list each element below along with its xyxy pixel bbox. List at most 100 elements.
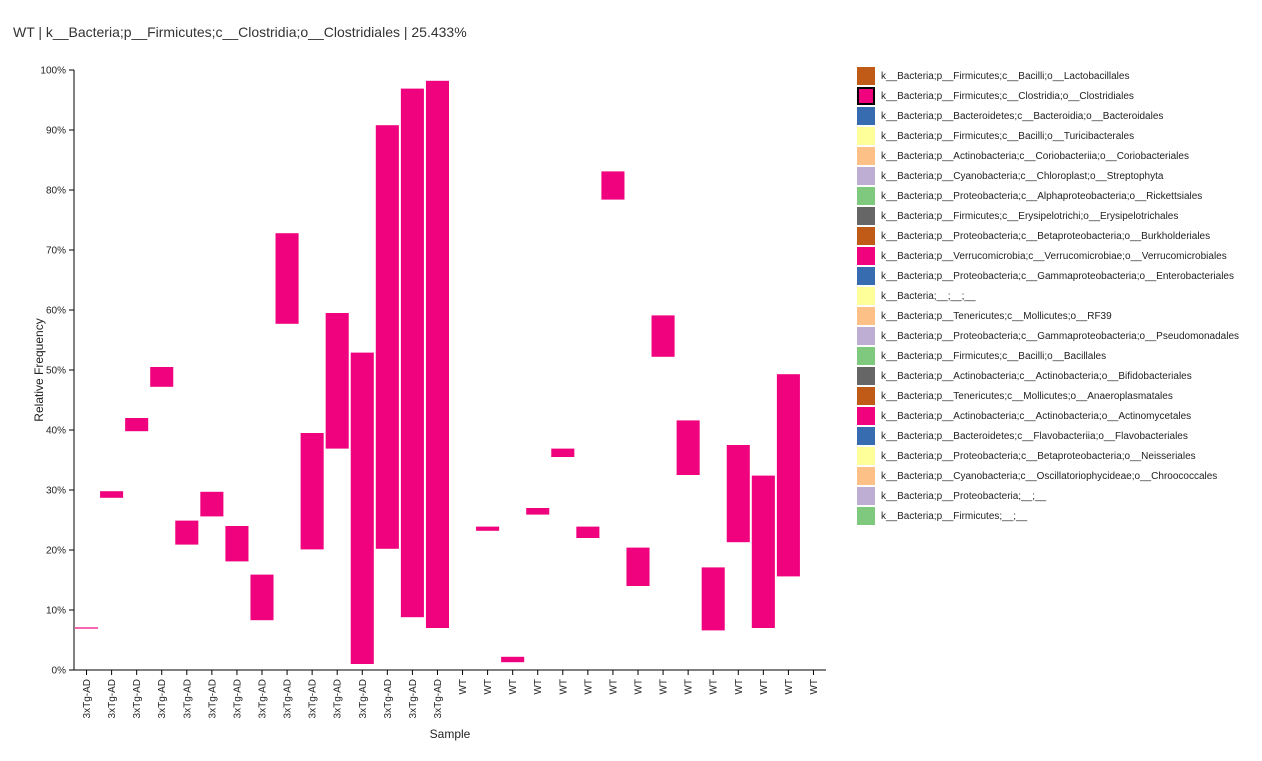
legend-label: k__Bacteria;p__Firmicutes;c__Erysipelotr… xyxy=(881,211,1179,222)
legend-swatch[interactable] xyxy=(857,227,875,245)
y-tick-label: 50% xyxy=(46,366,66,377)
legend-swatch[interactable] xyxy=(857,267,875,285)
bar-segment[interactable] xyxy=(175,520,199,545)
bar-segment[interactable] xyxy=(601,171,625,200)
x-tick-label: WT xyxy=(583,679,594,695)
bar-segment[interactable] xyxy=(651,315,675,357)
legend-swatch[interactable] xyxy=(857,167,875,185)
legend-label: k__Bacteria;p__Firmicutes;c__Bacilli;o__… xyxy=(881,71,1130,82)
x-tick-label: WT xyxy=(659,679,670,695)
bar-segment[interactable] xyxy=(626,547,650,586)
legend-label: k__Bacteria;p__Bacteroidetes;c__Bacteroi… xyxy=(881,111,1164,122)
x-tick-label: WT xyxy=(784,679,795,695)
legend-swatch[interactable] xyxy=(857,87,875,105)
bar-segment[interactable] xyxy=(100,491,124,498)
legend-label: k__Bacteria;p__Verrucomicrobia;c__Verruc… xyxy=(881,251,1227,262)
legend-swatch[interactable] xyxy=(857,207,875,225)
x-tick-label: WT xyxy=(684,679,695,695)
y-tick-label: 40% xyxy=(46,426,66,437)
bar-segment[interactable] xyxy=(275,233,299,324)
x-tick-label: WT xyxy=(809,679,820,695)
bar-segment[interactable] xyxy=(150,367,174,387)
legend-label: k__Bacteria;p__Proteobacteria;c__Betapro… xyxy=(881,231,1211,242)
bar-segment[interactable] xyxy=(225,526,249,562)
x-tick-label: WT xyxy=(508,679,519,695)
bar-segment[interactable] xyxy=(250,574,274,621)
legend-swatch[interactable] xyxy=(857,287,875,305)
bar-segment[interactable] xyxy=(726,445,750,543)
legend-label: k__Bacteria;p__Proteobacteria;c__Gammapr… xyxy=(881,331,1240,342)
legend-swatch[interactable] xyxy=(857,487,875,505)
bar-segment[interactable] xyxy=(776,374,800,577)
legend-swatch[interactable] xyxy=(857,327,875,345)
x-tick-label: WT xyxy=(483,679,494,695)
legend-label: k__Bacteria;p__Proteobacteria;c__Betapro… xyxy=(881,451,1196,462)
x-tick-label: 3xTg-AD xyxy=(408,679,419,718)
bar-segment[interactable] xyxy=(676,420,700,475)
legend-label: k__Bacteria;p__Firmicutes;c__Bacilli;o__… xyxy=(881,351,1107,362)
legend-swatch[interactable] xyxy=(857,247,875,265)
bar-segment[interactable] xyxy=(350,352,374,664)
legend-swatch[interactable] xyxy=(857,67,875,85)
legend-label: k__Bacteria;p__Tenericutes;c__Mollicutes… xyxy=(881,391,1173,402)
bar-segment[interactable] xyxy=(526,508,550,515)
legend-label: k__Bacteria;p__Actinobacteria;c__Actinob… xyxy=(881,371,1192,382)
legend-label: k__Bacteria;__;__;__ xyxy=(881,291,976,302)
legend-swatch[interactable] xyxy=(857,427,875,445)
legend-swatch[interactable] xyxy=(857,107,875,125)
bar-segment[interactable] xyxy=(425,80,449,629)
bar-segment[interactable] xyxy=(300,433,324,550)
x-tick-label: WT xyxy=(759,679,770,695)
bar-segment[interactable] xyxy=(576,526,600,538)
bar-segment[interactable] xyxy=(476,526,500,531)
x-tick-label: 3xTg-AD xyxy=(207,679,218,718)
x-tick-label: 3xTg-AD xyxy=(258,679,269,718)
legend-label: k__Bacteria;p__Tenericutes;c__Mollicutes… xyxy=(881,311,1112,322)
legend-swatch[interactable] xyxy=(857,407,875,425)
x-tick-label: 3xTg-AD xyxy=(333,679,344,718)
bar-segment[interactable] xyxy=(701,567,725,631)
bar-segment[interactable] xyxy=(325,313,349,449)
bar-segment[interactable] xyxy=(400,88,424,618)
legend-swatch[interactable] xyxy=(857,367,875,385)
legend-swatch[interactable] xyxy=(857,387,875,405)
y-axis: 0% 10% 20% 30% 40% 50% 60% 70% 80% 90% 100% xyxy=(40,66,75,677)
x-tick-label: 3xTg-AD xyxy=(132,679,143,718)
bar-segment[interactable] xyxy=(551,448,575,457)
legend-swatch[interactable] xyxy=(857,127,875,145)
x-tick-label: 3xTg-AD xyxy=(433,679,444,718)
legend-label: k__Bacteria;p__Firmicutes;__;__ xyxy=(881,511,1028,522)
legend-swatch[interactable] xyxy=(857,187,875,205)
legend-swatch[interactable] xyxy=(857,307,875,325)
legend-label: k__Bacteria;p__Actinobacteria;c__Actinob… xyxy=(881,411,1192,422)
legend-swatch[interactable] xyxy=(857,507,875,525)
y-tick-label: 70% xyxy=(46,246,66,257)
x-tick-label: WT xyxy=(634,679,645,695)
legend-swatch[interactable] xyxy=(857,447,875,465)
legend-label: k__Bacteria;p__Cyanobacteria;c__Chloropl… xyxy=(881,171,1164,182)
bar-chart: 0% 10% 20% 30% 40% 50% 60% 70% 80% 90% 100% 3xTg-A… xyxy=(32,66,826,741)
bar-segment[interactable] xyxy=(75,627,99,629)
legend-swatch[interactable] xyxy=(857,347,875,365)
legend-label: k__Bacteria;p__Firmicutes;c__Clostridia;… xyxy=(881,91,1134,102)
legend-label: k__Bacteria;p__Actinobacteria;c__Corioba… xyxy=(881,151,1189,162)
bar-segment[interactable] xyxy=(501,656,525,663)
legend-swatch[interactable] xyxy=(857,147,875,165)
x-tick-label: WT xyxy=(458,679,469,695)
bar-segment[interactable] xyxy=(125,418,149,432)
x-tick-label: 3xTg-AD xyxy=(308,679,319,718)
x-axis: 3xTg-AD 3xTg-AD 3xTg-AD 3xTg-AD 3xTg-AD 3xTg-… xyxy=(74,669,826,718)
legend-swatch[interactable] xyxy=(857,467,875,485)
bar-segment[interactable] xyxy=(200,491,224,517)
x-tick-label: 3xTg-AD xyxy=(82,679,93,718)
y-tick-label: 20% xyxy=(46,546,66,557)
x-tick-label: WT xyxy=(734,679,745,695)
x-tick-label: 3xTg-AD xyxy=(383,679,394,718)
bar-segment[interactable] xyxy=(751,475,775,628)
x-tick-label: 3xTg-AD xyxy=(232,679,243,718)
legend-label: k__Bacteria;p__Proteobacteria;c__Gammapr… xyxy=(881,271,1234,282)
y-tick-label: 30% xyxy=(46,486,66,497)
chart-title: WT | k__Bacteria;p__Firmicutes;c__Clostr… xyxy=(13,24,467,40)
y-tick-label: 100% xyxy=(40,66,66,77)
bar-segment[interactable] xyxy=(375,125,399,549)
